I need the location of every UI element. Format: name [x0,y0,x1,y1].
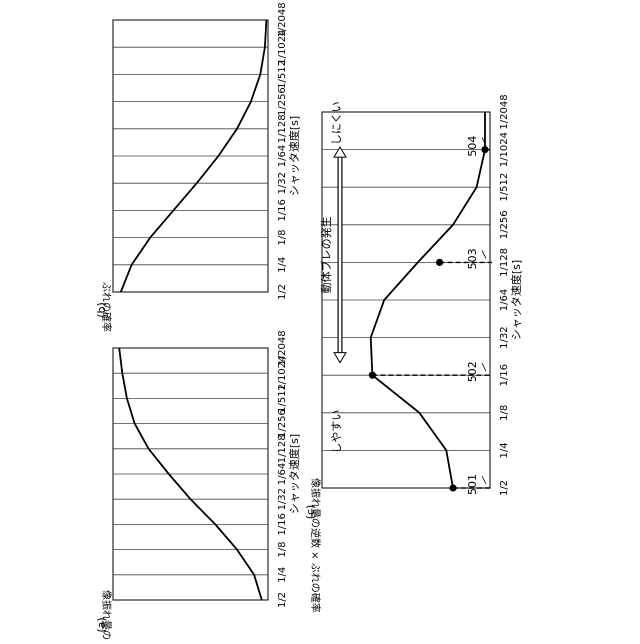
marker-label: 504 [466,136,479,157]
x-tick-label: 1/16 [277,199,288,221]
marker-label: 502 [466,361,479,382]
x-tick-label: 1/64 [499,289,510,311]
x-tick-label: 1/2 [499,480,510,496]
x-tick-label: 1/4 [277,567,288,583]
marker-point [449,484,456,491]
marker-leader [482,476,486,484]
marker-point [369,372,376,379]
x-tick-label: 1/8 [277,542,288,558]
x-axis-label: シャッタ速度[s] [287,116,301,196]
marker-point [481,146,488,153]
marker-label: 501 [466,474,479,495]
x-tick-label: 1/32 [277,172,288,194]
x-tick-label: 1/64 [277,463,288,485]
panel-caption: (a) [95,617,108,632]
annotation-right-label: しにくい [330,101,343,145]
marker-leader [482,250,486,258]
x-tick-label: 1/256 [499,210,510,239]
x-tick-label: 1/4 [277,257,288,273]
x-axis-label: シャッタ速度[s] [509,260,523,340]
x-tick-label: 1/2 [277,592,288,608]
x-tick-label: 1/32 [277,488,288,510]
x-tick-label: 1/4 [499,442,510,458]
x-tick-label: 1/2 [277,284,288,300]
x-tick-label: 1/8 [277,230,288,246]
x-tick-label: 1/8 [499,405,510,421]
panel-0: 1/21/41/81/161/321/641/1281/2561/5121/10… [95,330,301,640]
annotation-title: 動体ブレの発生 [319,216,333,293]
panel-1: 1/21/41/81/161/321/641/1281/2561/5121/10… [95,2,301,332]
marker-label: 503 [466,248,479,269]
x-tick-label: 1/128 [277,114,288,143]
x-tick-label: 1/1024 [499,132,510,167]
x-tick-label: 1/32 [499,326,510,348]
panel-caption: (b) [95,302,108,318]
panel-caption: (c) [304,505,317,520]
x-tick-label: 1/256 [277,87,288,116]
annotation-left-label: しやすい [330,410,343,454]
x-tick-label: 1/512 [499,173,510,202]
marker-point [436,259,443,266]
x-tick-label: 1/64 [277,145,288,167]
x-tick-label: 1/128 [499,248,510,277]
panel-2: 1/2 1/4 1/8 1/16 1/32 1/64 1/128 1/256 1/512 1/10… [304,94,523,612]
x-tick-label: 1/2048 [499,94,510,129]
x-tick-label: 1/2048 [277,2,288,37]
y-axis-label: 像振れ量の逆数 × ぶれの確率 [309,478,322,613]
marker-leader [482,363,486,371]
annotation-arrow-head [334,147,346,157]
annotation-arrow-head [334,353,346,363]
x-tick-label: 1/16 [499,364,510,386]
x-axis-label: シャッタ速度[s] [287,434,301,514]
x-tick-label: 1/16 [277,513,288,535]
x-tick-label: 1/2048 [277,330,288,365]
